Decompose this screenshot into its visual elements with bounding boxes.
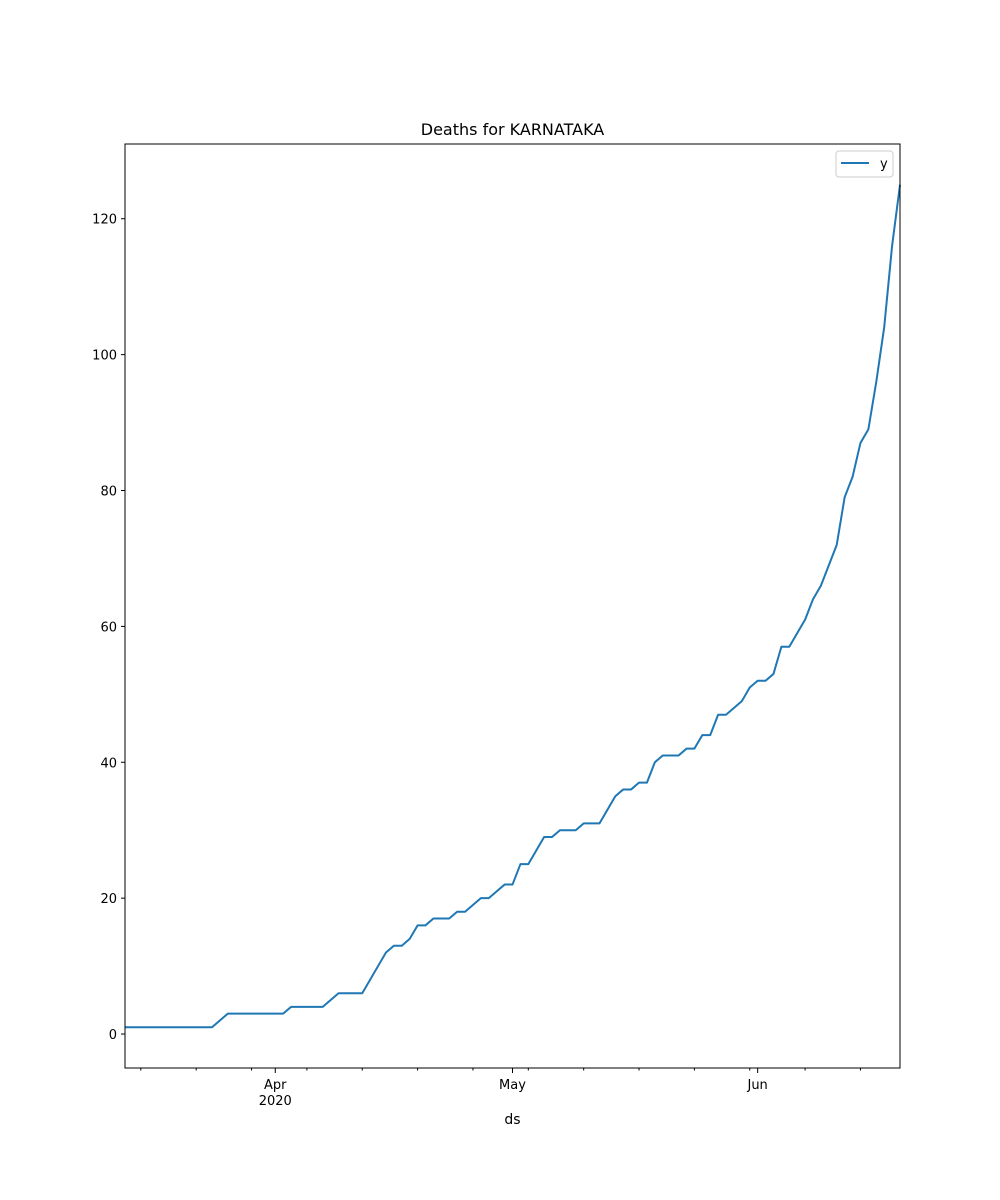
x-tick-label: May xyxy=(499,1078,526,1093)
legend: y xyxy=(835,150,894,178)
x-tick-sublabel: 2020 xyxy=(259,1094,292,1109)
y-tick-label: 100 xyxy=(92,349,117,364)
y-tick-label: 20 xyxy=(100,892,117,907)
x-tick-label: Apr xyxy=(264,1078,287,1093)
y-tick-label: 40 xyxy=(100,756,117,771)
y-tick-label: 0 xyxy=(109,1028,117,1043)
plot-frame xyxy=(124,143,901,1069)
y-tick-label: 60 xyxy=(100,620,117,635)
y-tick-label: 80 xyxy=(100,485,117,500)
y-tick-label: 120 xyxy=(92,213,117,228)
y-axis: 0 20 40 60 80 100 120 xyxy=(92,213,125,1043)
series-line-y xyxy=(125,184,901,1029)
chart-title: Deaths for KARNATAKA xyxy=(421,120,605,139)
x-tick-label: Jun xyxy=(746,1078,767,1093)
plot-area xyxy=(125,184,901,1029)
x-axis-label: ds xyxy=(504,1112,520,1128)
legend-label: y xyxy=(880,157,888,172)
